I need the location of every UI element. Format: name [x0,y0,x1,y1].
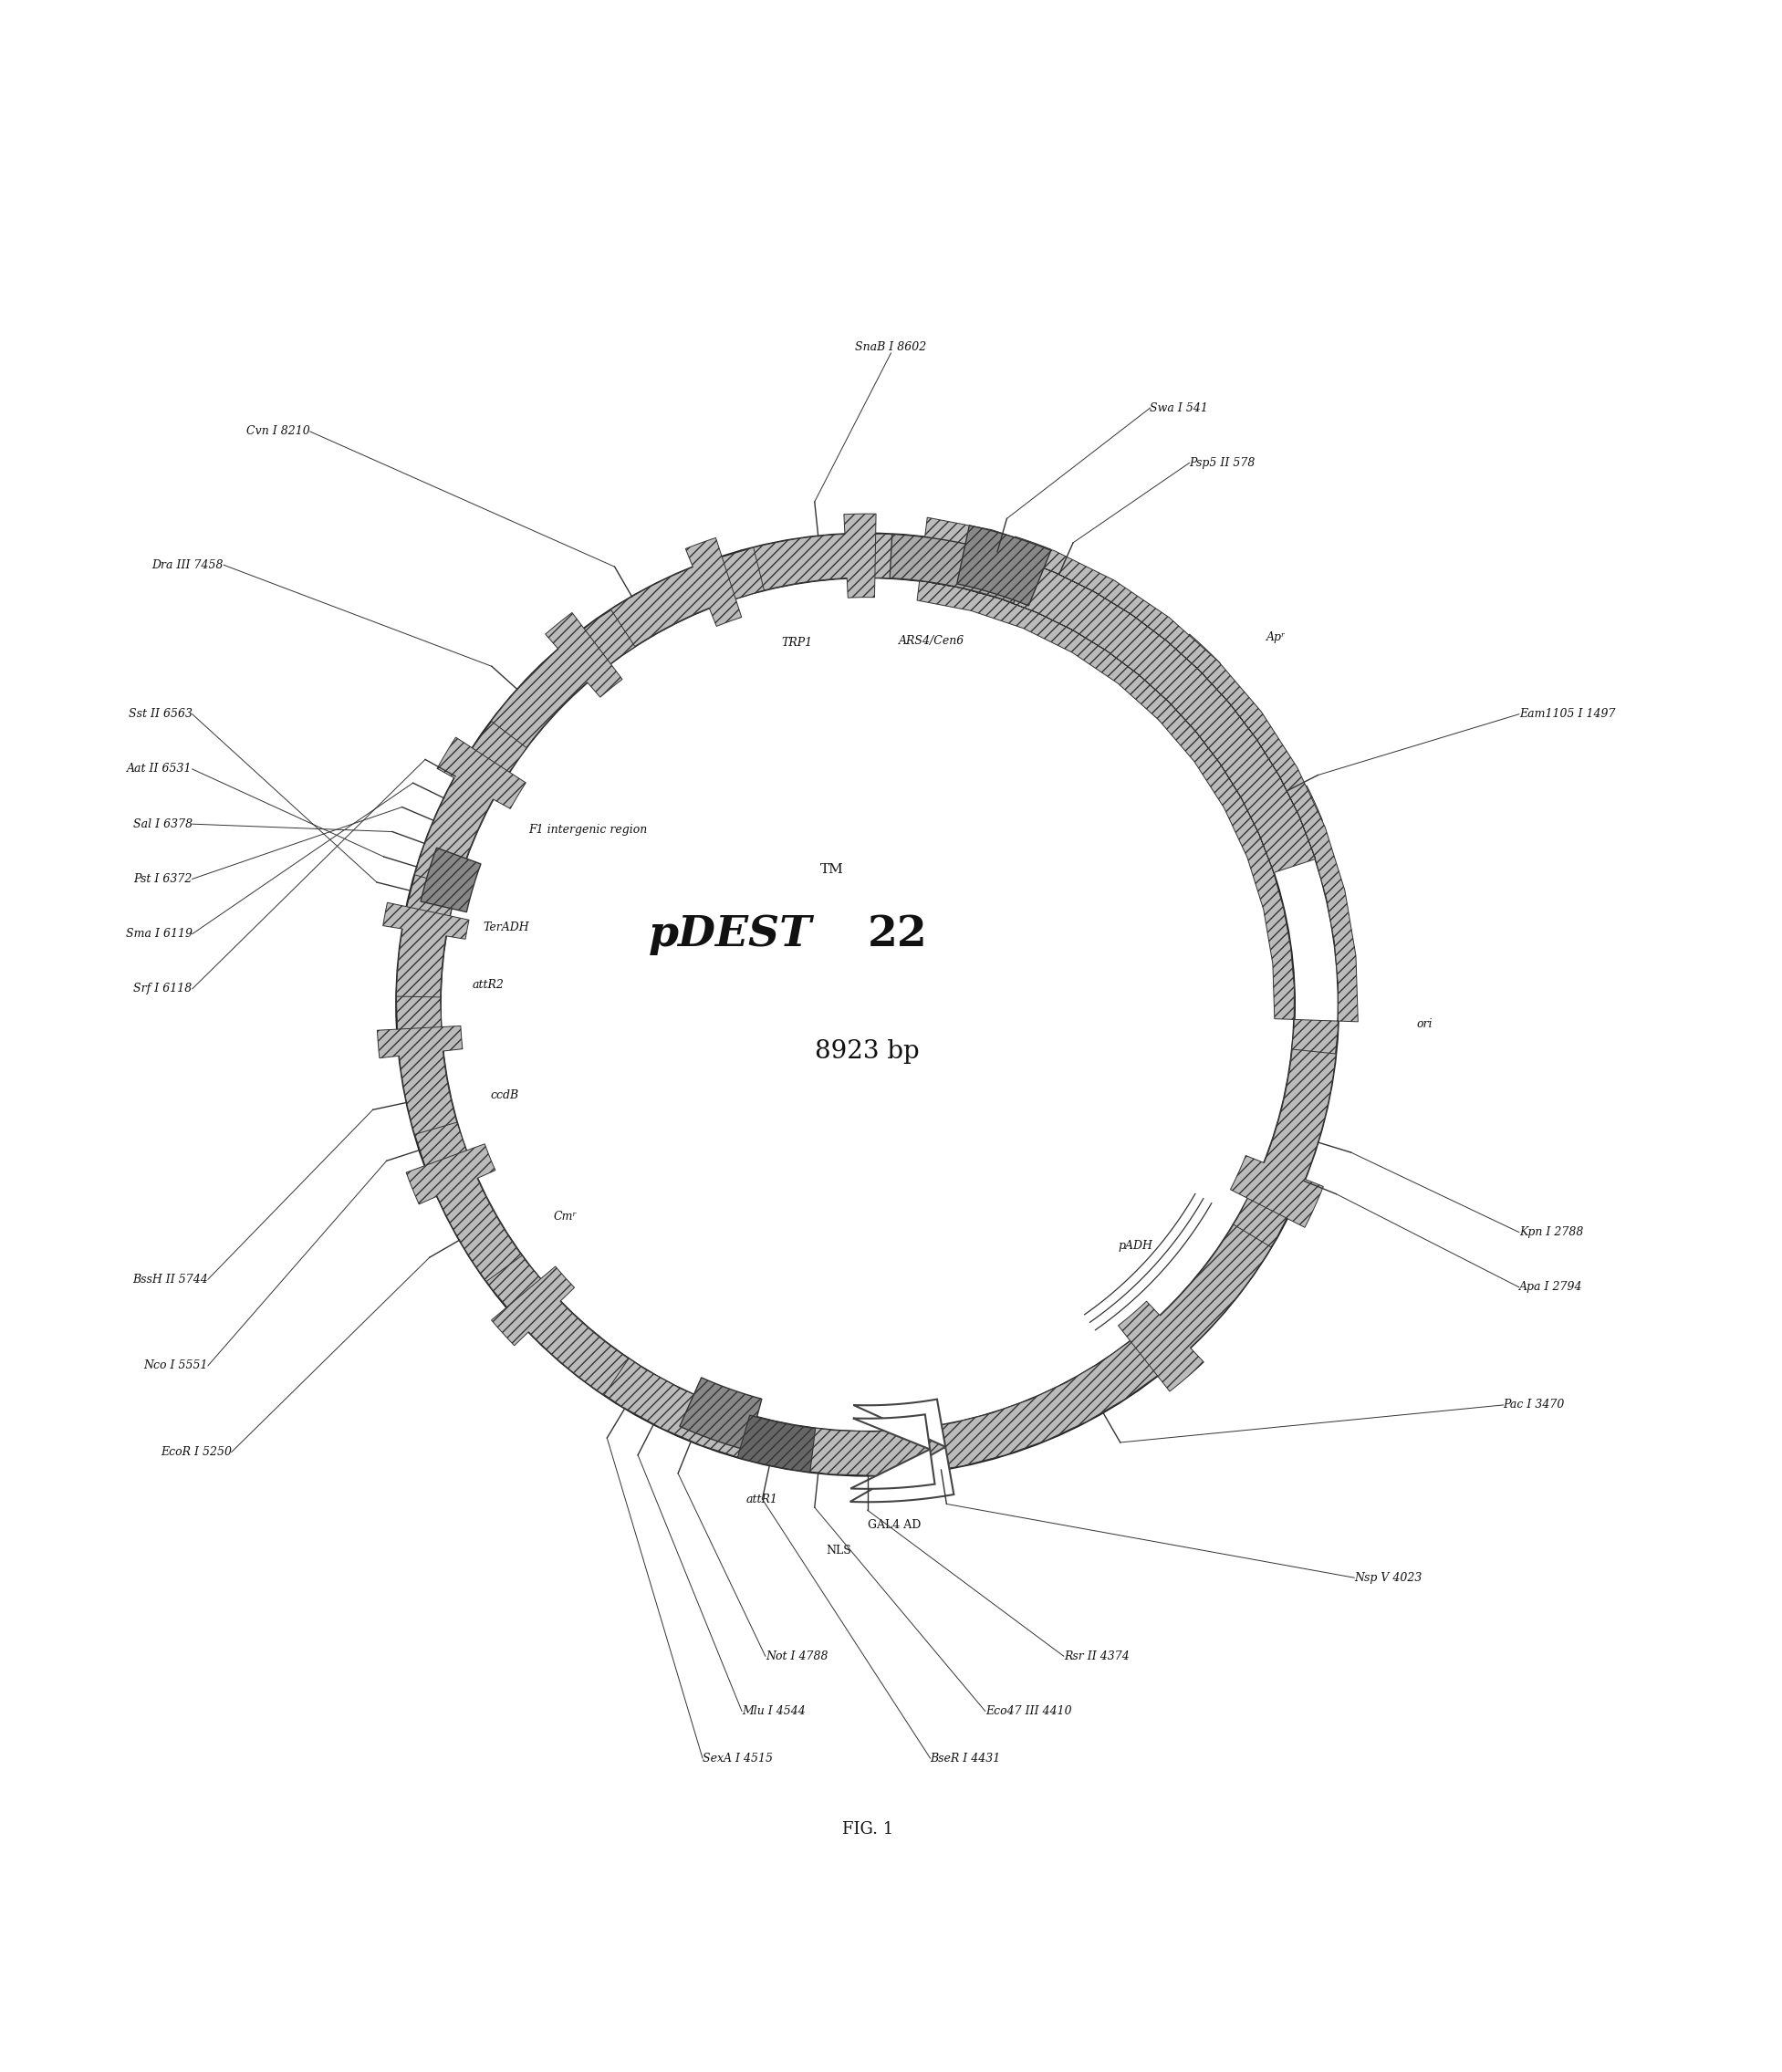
Text: 22: 22 [868,914,927,955]
Polygon shape [1119,1225,1271,1392]
Text: BseR I 4431: BseR I 4431 [930,1753,1001,1763]
Text: Mlu I 4544: Mlu I 4544 [741,1705,805,1718]
Text: SnaB I 8602: SnaB I 8602 [855,342,927,352]
Polygon shape [415,738,526,887]
Text: pDEST: pDEST [649,914,813,955]
Polygon shape [1055,582,1221,721]
Text: FIG. 1: FIG. 1 [841,1821,893,1838]
Text: Nsp V 4023: Nsp V 4023 [1354,1573,1422,1583]
Polygon shape [889,535,1028,603]
Text: Psp5 II 578: Psp5 II 578 [1189,458,1255,468]
Text: NLS: NLS [827,1544,852,1556]
Text: Nco I 5551: Nco I 5551 [144,1359,208,1372]
Text: Pst I 6372: Pst I 6372 [134,872,192,885]
Text: Kpn I 2788: Kpn I 2788 [1518,1227,1584,1239]
Text: GAL4 AD: GAL4 AD [868,1519,921,1531]
Text: Aat II 6531: Aat II 6531 [127,762,192,775]
Text: Swa I 541: Swa I 541 [1149,402,1208,414]
Polygon shape [492,613,622,748]
Text: Apʳ: Apʳ [1267,632,1285,642]
Text: ARS4/Cen6: ARS4/Cen6 [898,636,964,646]
Text: attR2: attR2 [472,978,504,990]
Text: Eam1105 I 1497: Eam1105 I 1497 [1518,709,1614,721]
Polygon shape [1230,1048,1336,1227]
Text: Sal I 6378: Sal I 6378 [134,818,192,831]
Text: TM: TM [820,864,845,876]
Polygon shape [492,1266,629,1394]
Text: F1 intergenic region: F1 intergenic region [529,825,647,835]
Text: Pac I 3470: Pac I 3470 [1504,1399,1565,1411]
Polygon shape [850,1399,953,1502]
Text: Cvn I 8210: Cvn I 8210 [246,425,310,437]
Polygon shape [898,535,1051,628]
Polygon shape [383,903,469,997]
Text: Dra III 7458: Dra III 7458 [151,559,223,572]
Text: Eco47 III 4410: Eco47 III 4410 [985,1705,1071,1718]
Polygon shape [957,526,1051,605]
Polygon shape [850,1415,936,1490]
Text: Apa I 2794: Apa I 2794 [1518,1280,1582,1293]
Text: Not I 4788: Not I 4788 [766,1649,829,1662]
Text: 8923 bp: 8923 bp [814,1040,920,1065]
Text: TRP1: TRP1 [782,636,813,649]
Text: ori: ori [1417,1017,1433,1030]
Polygon shape [738,1415,816,1471]
Polygon shape [679,1378,761,1450]
Text: Srf I 6118: Srf I 6118 [134,982,192,995]
Polygon shape [754,514,877,597]
Polygon shape [421,847,481,912]
Polygon shape [406,1144,522,1280]
Text: Cmʳ: Cmʳ [554,1210,577,1222]
Text: attR1: attR1 [747,1494,779,1504]
Text: pADH: pADH [1119,1241,1153,1251]
Text: Sst II 6563: Sst II 6563 [128,709,192,721]
Text: EcoR I 5250: EcoR I 5250 [160,1446,232,1459]
Text: TerADH: TerADH [483,922,529,934]
Text: ccdB: ccdB [490,1090,519,1100]
Polygon shape [378,1026,463,1135]
Text: BssH II 5744: BssH II 5744 [132,1274,208,1285]
Polygon shape [1194,702,1322,852]
Polygon shape [396,518,1358,1475]
Polygon shape [611,539,741,646]
Text: Rsr II 4374: Rsr II 4374 [1064,1649,1130,1662]
Text: SexA I 4515: SexA I 4515 [702,1753,773,1763]
Text: Sma I 6119: Sma I 6119 [125,928,192,941]
